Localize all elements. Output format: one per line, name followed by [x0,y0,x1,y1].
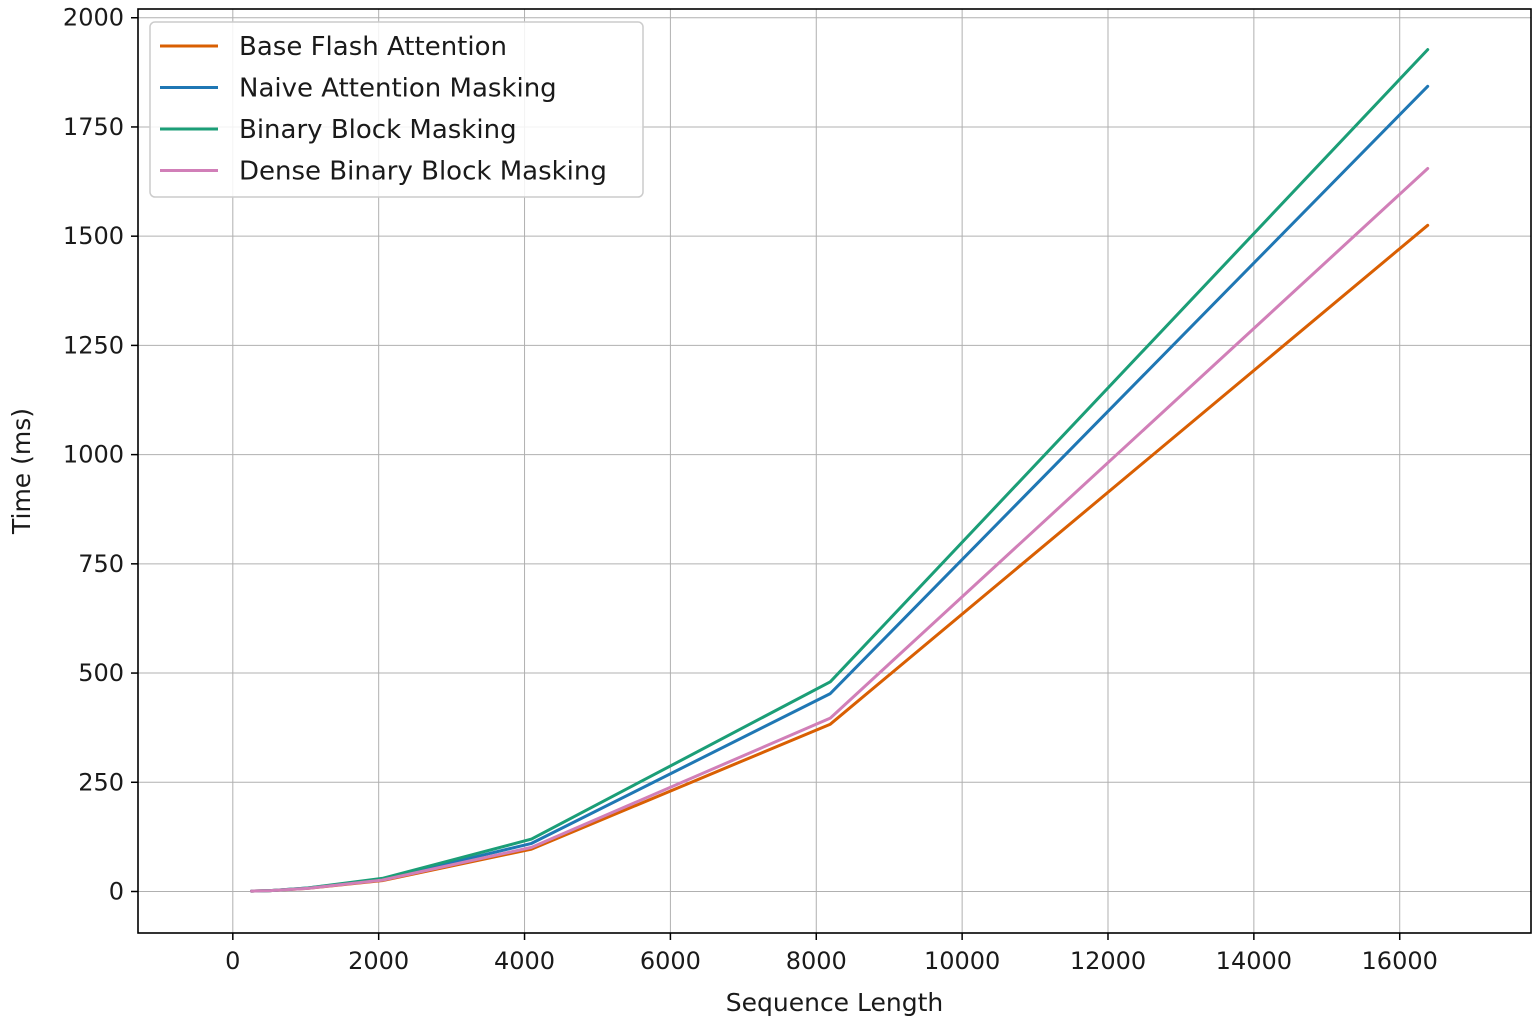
y-tick-label: 0 [109,877,124,905]
x-tick-label: 2000 [348,947,409,975]
x-tick-label: 6000 [640,947,701,975]
legend: Base Flash Attention Naive Attention Mask… [149,21,644,198]
axis-ticks: 0 2000 4000 6000 8000 10000 12000 14000 16000 0 25… [63,4,1438,975]
y-tick-label: 750 [78,550,124,578]
y-tick-label: 250 [78,768,124,796]
legend-label-base-flash-attention: Base Flash Attention [239,32,507,62]
x-tick-label: 8000 [786,947,847,975]
legend-box [149,21,644,198]
legend-label-naive-attention-masking: Naive Attention Masking [239,74,557,104]
x-tick-label: 14000 [1216,947,1292,975]
y-tick-label: 1500 [63,222,124,250]
x-tick-label: 10000 [924,947,1000,975]
y-tick-label: 1000 [63,441,124,469]
x-tick-label: 16000 [1362,947,1438,975]
y-tick-label: 2000 [63,4,124,32]
legend-label-dense-binary-block-masking: Dense Binary Block Masking [239,157,607,187]
y-tick-label: 500 [78,659,124,687]
series-line-base-flash-attention [250,223,1430,893]
series-line-dense-binary-block-masking [250,167,1430,893]
data-series [250,48,1430,893]
x-tick-label: 0 [225,947,240,975]
x-tick-label: 4000 [494,947,555,975]
legend-label-binary-block-masking: Binary Block Masking [239,115,517,145]
y-tick-label: 1750 [63,113,124,141]
x-tick-label: 12000 [1070,947,1146,975]
grid-lines [138,9,1531,933]
y-axis-label: Time (ms) [7,408,36,535]
y-tick-label: 1250 [63,331,124,359]
series-line-naive-attention-masking [250,84,1430,893]
plot-frame [137,8,1532,934]
x-axis-label: Sequence Length [726,988,944,1017]
